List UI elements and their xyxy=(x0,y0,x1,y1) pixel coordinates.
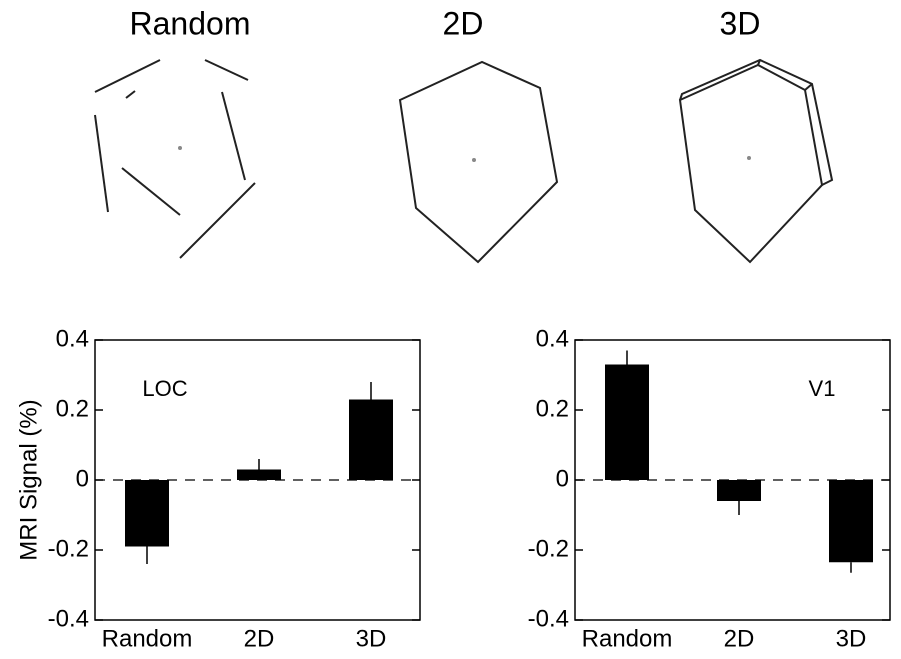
y-tick-label: 0.4 xyxy=(56,325,89,352)
stimulus-title: 3D xyxy=(720,5,761,41)
y-tick-label: 0 xyxy=(556,465,569,492)
x-tick-label: 3D xyxy=(836,625,867,652)
x-tick-label: Random xyxy=(582,625,673,652)
bar xyxy=(125,480,169,547)
y-tick-label: 0.2 xyxy=(536,395,569,422)
annotation: V1 xyxy=(809,376,836,401)
y-tick-label: 0.4 xyxy=(536,325,569,352)
y-tick-label: 0.2 xyxy=(56,395,89,422)
y-tick-label: -0.4 xyxy=(48,605,89,632)
3d-stimulus xyxy=(678,58,834,264)
x-tick-label: 2D xyxy=(724,625,755,652)
bar xyxy=(717,480,761,501)
bar xyxy=(605,364,649,480)
random-stimulus xyxy=(94,59,256,259)
x-tick-label: Random xyxy=(102,625,193,652)
y-tick-label: -0.4 xyxy=(528,605,569,632)
2d-stimulus xyxy=(398,60,559,264)
stimulus-title: 2D xyxy=(443,5,484,41)
bar xyxy=(349,399,393,480)
stimulus-title: Random xyxy=(130,5,251,41)
bar xyxy=(237,469,281,480)
y-tick-label: 0 xyxy=(76,465,89,492)
annotation: LOC xyxy=(142,376,187,401)
y-axis-label: MRI Signal (%) xyxy=(15,399,42,560)
x-tick-label: 3D xyxy=(356,625,387,652)
bar xyxy=(829,480,873,563)
y-tick-label: -0.2 xyxy=(528,535,569,562)
x-tick-label: 2D xyxy=(244,625,275,652)
y-tick-label: -0.2 xyxy=(48,535,89,562)
